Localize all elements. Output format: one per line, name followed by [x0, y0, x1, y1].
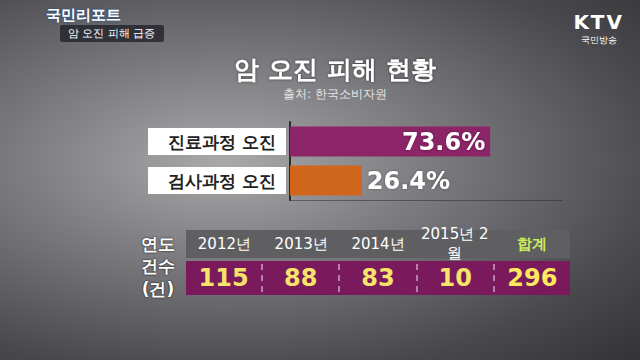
html-text:국민리포트: 국민리포트	[46, 6, 121, 24]
html-text:연도: 연도	[141, 233, 175, 254]
html-text:296: 296	[507, 264, 558, 292]
svg-text:검사과정 오진: 검사과정 오진	[168, 171, 276, 191]
svg-text:26.4%: 26.4%	[367, 167, 450, 195]
html-text:2014년: 2014년	[351, 234, 405, 253]
html-text:KTV: KTV	[573, 10, 624, 34]
html-text:83: 83	[361, 264, 395, 292]
svg-text:암 오진 피해 현황: 암 오진 피해 현황	[234, 55, 435, 84]
html-text:2012년: 2012년	[197, 234, 251, 253]
svg-text:73.6%: 73.6%	[402, 128, 485, 156]
html-text:10: 10	[438, 264, 472, 292]
svg-text:진료과정 오진: 진료과정 오진	[168, 132, 276, 152]
html-text:국민방송: 국민방송	[580, 35, 617, 45]
html-text:건수(건): 건수(건)	[141, 256, 175, 299]
html-text:88: 88	[284, 264, 318, 292]
html-text:암 오진 피해 급증: 암 오진 피해 급증	[68, 27, 156, 40]
html-text:2015년 2월: 2015년 2월	[421, 225, 489, 262]
html-text:합계: 합계	[516, 234, 547, 253]
html-text:2013년: 2013년	[274, 234, 328, 253]
svg-text:출처: 한국소비자원: 출처: 한국소비자원	[283, 87, 387, 101]
html-text:115: 115	[198, 264, 249, 292]
